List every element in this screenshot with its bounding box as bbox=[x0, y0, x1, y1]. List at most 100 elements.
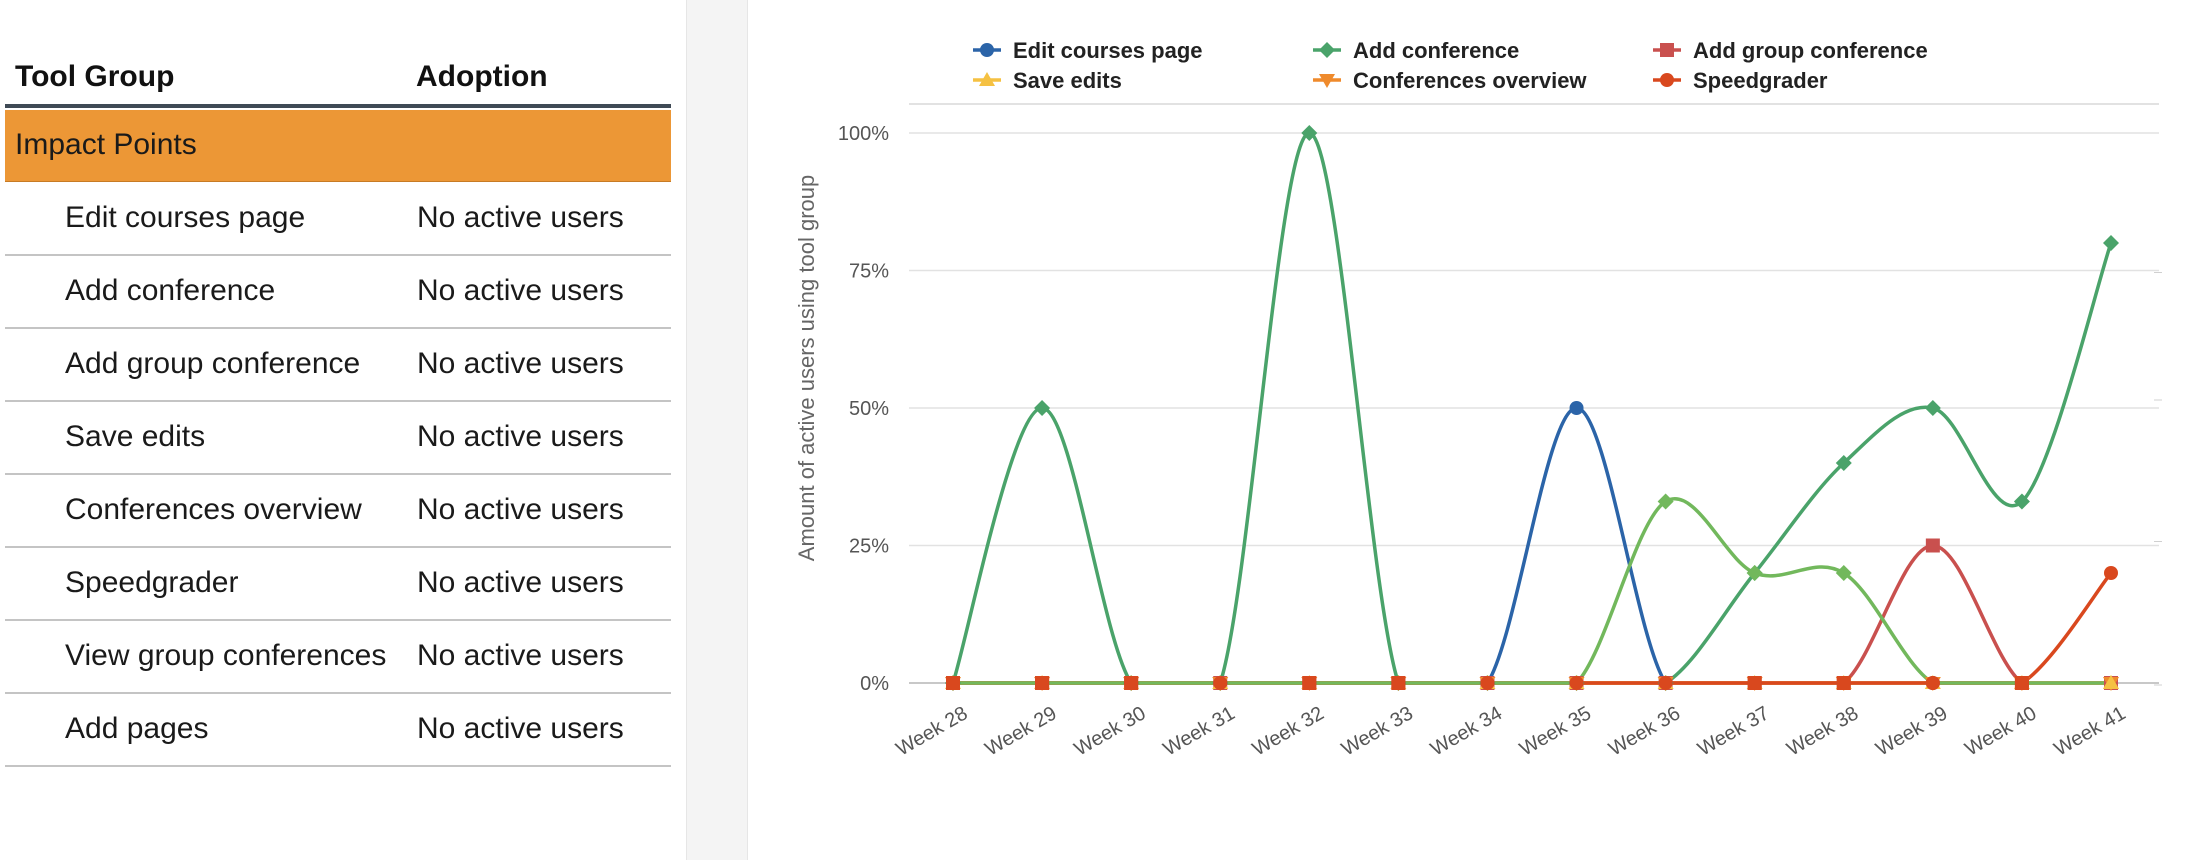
data-point bbox=[2014, 676, 2029, 690]
legend-label: Add conference bbox=[1353, 38, 1519, 63]
x-tick-label: Week 33 bbox=[1338, 702, 1417, 760]
legend-label: Speedgrader bbox=[1693, 68, 1828, 93]
series-speedgrader bbox=[952, 571, 2113, 685]
y-tick-label: 100% bbox=[838, 123, 889, 145]
legend-item: Save edits bbox=[973, 68, 1122, 93]
data-point bbox=[1925, 676, 1940, 690]
data-point bbox=[1480, 676, 1495, 690]
legend-label: Add group conference bbox=[1693, 38, 1928, 63]
x-tick-label: Week 39 bbox=[1872, 702, 1951, 760]
y-tick-label: 25% bbox=[849, 536, 889, 558]
table-row: View group conferences No active users bbox=[5, 621, 671, 694]
data-point bbox=[1836, 676, 1851, 690]
tool-name: Save edits bbox=[65, 420, 206, 453]
adoption-value: No active users bbox=[417, 201, 624, 234]
legend-item: Conferences overview bbox=[1313, 68, 1587, 93]
data-point bbox=[1569, 676, 1584, 690]
tool-name: Add conference bbox=[65, 274, 276, 307]
x-tick-label: Week 40 bbox=[1961, 702, 2040, 760]
data-point bbox=[1124, 676, 1139, 690]
tool-name: Conferences overview bbox=[65, 493, 362, 526]
zero-markers bbox=[946, 675, 2119, 690]
y-tick-label: 75% bbox=[849, 261, 889, 283]
adoption-value: No active users bbox=[417, 493, 624, 526]
chart-legend: Edit courses page Add conference Add group… bbox=[973, 38, 1928, 93]
data-point bbox=[1034, 400, 1051, 416]
data-point bbox=[2103, 675, 2119, 689]
adoption-line-chart: 0% 25% 50% 75% 100% Amount of active users us… bbox=[794, 38, 2162, 761]
x-tick-label: Week 36 bbox=[1605, 702, 1684, 760]
series-line bbox=[952, 543, 2111, 685]
legend-item: Edit courses page bbox=[973, 38, 1203, 63]
x-tick-label: Week 30 bbox=[1071, 702, 1150, 760]
legend-item: Speedgrader bbox=[1653, 68, 1828, 93]
y-tick-label: 50% bbox=[849, 398, 889, 420]
adoption-value: No active users bbox=[417, 274, 624, 307]
data-point bbox=[1924, 400, 1941, 416]
table-row: Conferences overview No active users bbox=[5, 475, 671, 548]
data-point bbox=[1747, 676, 1762, 690]
table-row: Add pages No active users bbox=[5, 694, 671, 767]
x-tick-label: Week 38 bbox=[1783, 702, 1862, 760]
series-markers bbox=[946, 566, 2118, 690]
table-row: Add group conference No active users bbox=[5, 329, 671, 402]
x-tick-label: Week 35 bbox=[1516, 702, 1595, 760]
tool-name: Add group conference bbox=[65, 347, 361, 380]
chart-panel: 0% 25% 50% 75% 100% Amount of active users us… bbox=[749, 0, 2208, 860]
panel-divider bbox=[686, 0, 748, 860]
data-point bbox=[980, 43, 994, 57]
table-row: Speedgrader No active users bbox=[5, 548, 671, 621]
data-point bbox=[1319, 74, 1335, 88]
data-point bbox=[1569, 401, 1584, 415]
x-tick-label: Week 31 bbox=[1160, 702, 1239, 760]
x-tick-label: Week 32 bbox=[1249, 702, 1328, 760]
adoption-table-panel: Tool Group Adoption Impact Points Edit c… bbox=[0, 0, 686, 860]
x-tick-label: Week 37 bbox=[1694, 702, 1773, 760]
data-point bbox=[1657, 493, 1674, 510]
data-point bbox=[946, 676, 960, 690]
legend-item: Add group conference bbox=[1653, 38, 1928, 63]
legend-label: Edit courses page bbox=[1013, 38, 1203, 63]
y-axis-label: Amount of active users using tool group bbox=[794, 175, 819, 561]
adoption-value: No active users bbox=[417, 712, 624, 745]
adoption-value: No active users bbox=[417, 639, 624, 672]
x-tick-label: Week 34 bbox=[1427, 702, 1506, 760]
x-tick-label: Week 41 bbox=[2050, 702, 2129, 760]
tool-name: Speedgrader bbox=[65, 566, 239, 599]
x-tick-label: Week 28 bbox=[892, 702, 971, 760]
data-point bbox=[1660, 43, 1674, 57]
data-point bbox=[1319, 42, 1335, 58]
data-point bbox=[1658, 676, 1673, 690]
tool-name: Edit courses page bbox=[65, 201, 306, 234]
column-header-tool-group[interactable]: Tool Group bbox=[15, 60, 175, 93]
series-line bbox=[952, 571, 2113, 685]
adoption-value: No active users bbox=[417, 347, 624, 380]
table-header: Tool Group Adoption bbox=[5, 54, 671, 108]
data-point bbox=[1835, 565, 1852, 581]
tool-name: View group conferences bbox=[65, 639, 387, 672]
data-point bbox=[1391, 676, 1406, 690]
table-body: Edit courses page No active users Add con… bbox=[5, 183, 671, 767]
table-row: Edit courses page No active users bbox=[5, 183, 671, 256]
data-point bbox=[1925, 538, 1940, 553]
x-tick-label: Week 29 bbox=[982, 702, 1061, 760]
legend-item: Add conference bbox=[1313, 38, 1519, 63]
group-label: Impact Points bbox=[15, 128, 197, 161]
legend-label: Save edits bbox=[1013, 68, 1122, 93]
data-point bbox=[2104, 566, 2118, 580]
series-markers bbox=[1657, 493, 1852, 581]
legend-label: Conferences overview bbox=[1353, 68, 1587, 93]
x-axis-labels: Week 28 Week 29 Week 30 Week 31 Week 32 Week … bbox=[892, 702, 2129, 760]
data-point bbox=[1035, 676, 1050, 690]
data-point bbox=[1835, 455, 1852, 471]
column-header-adoption[interactable]: Adoption bbox=[416, 60, 548, 93]
tool-name: Add pages bbox=[65, 712, 209, 745]
series-add-group-conference bbox=[952, 543, 2111, 685]
table-row: Add conference No active users bbox=[5, 256, 671, 329]
data-point bbox=[1746, 565, 1763, 581]
data-point bbox=[1660, 73, 1674, 87]
adoption-value: No active users bbox=[417, 566, 624, 599]
data-point bbox=[1301, 125, 1318, 141]
table-row: Save edits No active users bbox=[5, 402, 671, 475]
data-point bbox=[2013, 493, 2030, 510]
